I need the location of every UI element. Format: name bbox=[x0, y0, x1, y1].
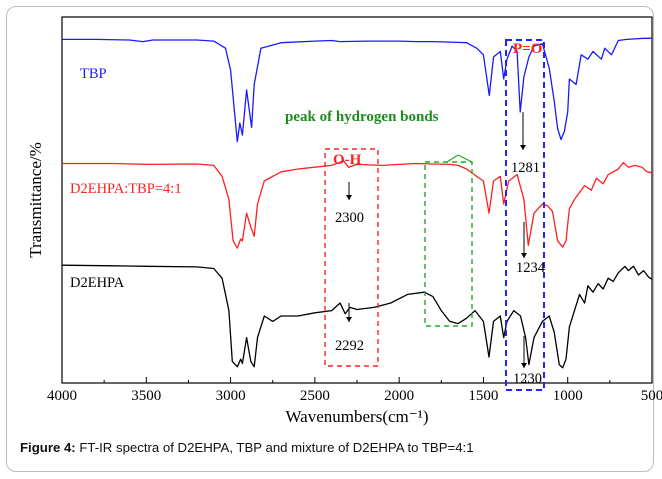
arrow-1234-head bbox=[521, 253, 527, 258]
y-axis-label: Transmittance/% bbox=[26, 142, 45, 258]
x-tick-label-0: 4000 bbox=[47, 388, 77, 404]
caption-text: FT-IR spectra of D2EHPA, TBP and mixture… bbox=[75, 440, 474, 455]
annotation-4: 2300 bbox=[335, 210, 364, 226]
ftir-chart: 4000 3500 3000 2500 2000 1500 1000 500 Wavenumbe… bbox=[26, 16, 662, 426]
x-tick-label-4: 2000 bbox=[384, 388, 414, 404]
series-label-1: D2EHPA:TBP=4:1 bbox=[70, 181, 182, 197]
series-line-0 bbox=[62, 37, 652, 143]
annotation-7: 1230 bbox=[513, 371, 542, 387]
figure-caption: Figure 4: FT-IR spectra of D2EHPA, TBP a… bbox=[20, 440, 650, 455]
series-label-2: D2EHPA bbox=[70, 275, 125, 291]
annotation-2: peak of hydrogen bonds bbox=[285, 109, 439, 125]
x-tick-label-7: 500 bbox=[641, 388, 662, 404]
arrow-2300-head bbox=[346, 195, 352, 200]
x-tick-label-6: 1000 bbox=[553, 388, 583, 404]
x-tick-label-2: 3000 bbox=[216, 388, 246, 404]
x-tick-label-3: 2500 bbox=[300, 388, 330, 404]
x-tick-label-5: 1500 bbox=[468, 388, 498, 404]
annotation-3: 1281 bbox=[511, 160, 540, 176]
series-line-2 bbox=[61, 264, 653, 369]
po-region-box bbox=[505, 39, 545, 391]
hbond-pointer bbox=[446, 154, 459, 163]
arrow-1230-head bbox=[521, 363, 527, 368]
annotation-6: 2292 bbox=[335, 338, 364, 354]
plot-area bbox=[61, 16, 653, 384]
series-label-0: TBP bbox=[80, 66, 107, 82]
series-line-1 bbox=[62, 160, 653, 249]
arrow-1281-head bbox=[520, 145, 526, 150]
x-tick-label-1: 3500 bbox=[131, 388, 161, 404]
x-axis-label: Wavenumbers(cm⁻¹) bbox=[286, 407, 429, 426]
caption-label: Figure 4: bbox=[20, 440, 76, 455]
hbond-region-box bbox=[424, 161, 473, 327]
hbond-pointer-2 bbox=[457, 154, 473, 163]
annotation-0: P=O bbox=[513, 41, 542, 57]
annotation-1: O-H bbox=[333, 152, 362, 168]
annotation-5: 1234 bbox=[516, 260, 546, 276]
arrow-2292-head bbox=[346, 317, 352, 322]
